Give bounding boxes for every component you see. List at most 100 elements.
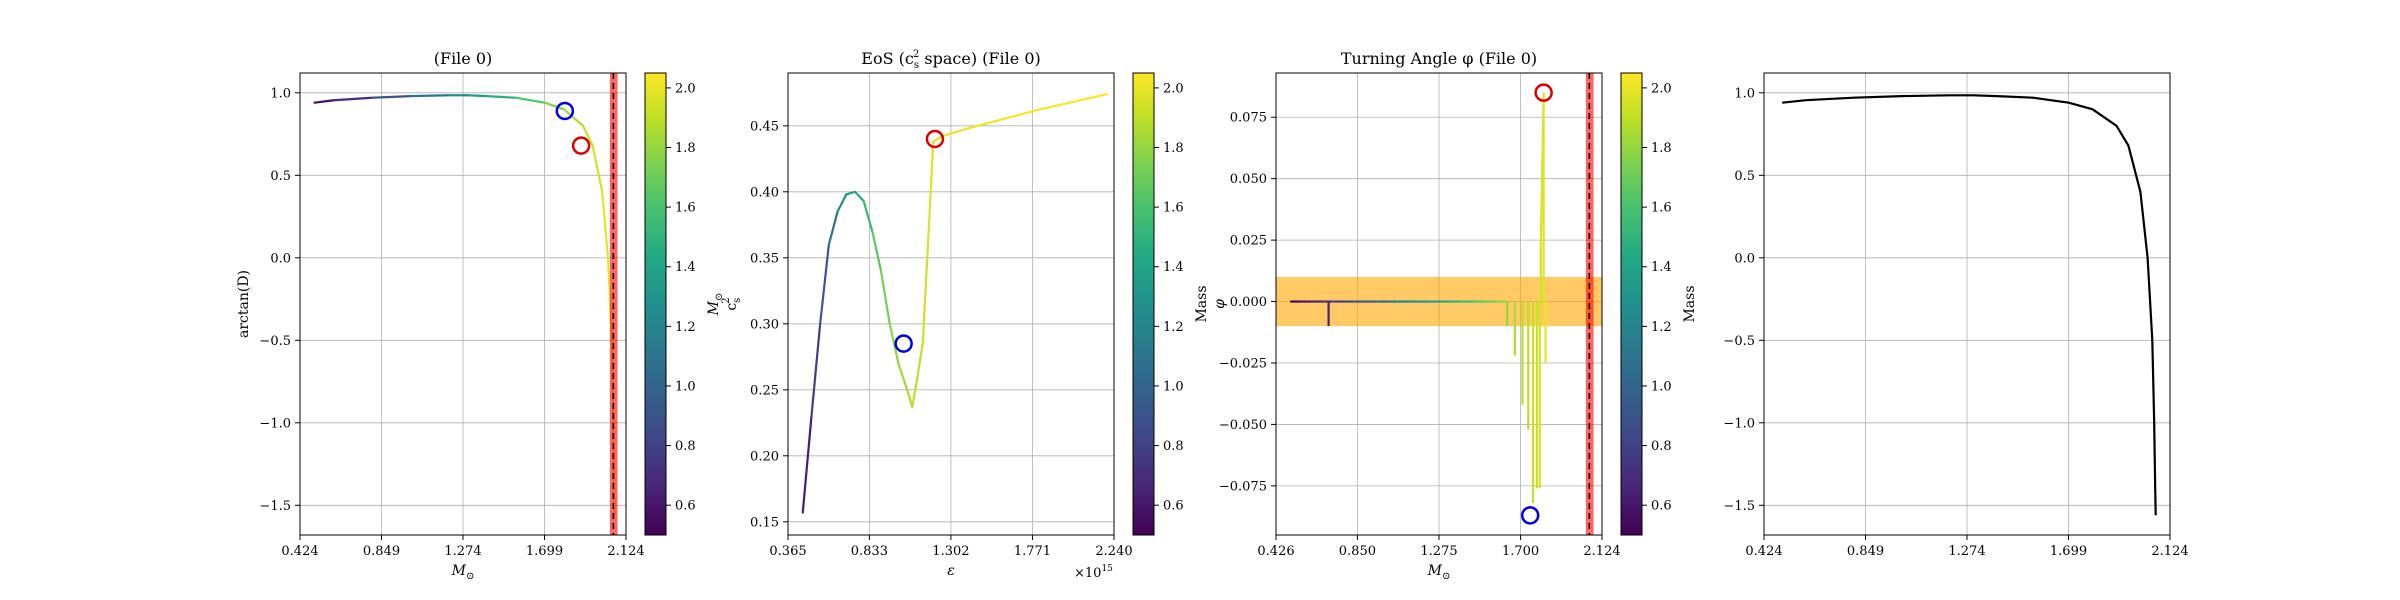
x-axis-label: M⊙ — [451, 563, 475, 582]
y-tick-label: 0.5 — [270, 169, 291, 184]
series-segment — [581, 124, 594, 147]
y-tick-label: −0.5 — [1723, 334, 1755, 349]
x-tick-label: 0.833 — [851, 544, 888, 559]
series-segment — [486, 94, 518, 99]
series-segment — [1001, 108, 1039, 121]
colorbar-tick-label: 1.6 — [1163, 201, 1184, 216]
colorbar-tick-label: 1.8 — [675, 141, 696, 156]
chart-title: (File 0) — [434, 49, 493, 68]
colorbar-tick-label: 1.2 — [675, 320, 696, 335]
colorbar-tick-label: 0.8 — [675, 439, 696, 454]
x-tick-label: 1.699 — [2050, 544, 2087, 559]
x-tick-label: 2.124 — [1583, 544, 1620, 559]
y-tick-label: 0.5 — [1734, 169, 1755, 184]
y-tick-label: −1.5 — [1723, 499, 1755, 514]
series-segment — [897, 362, 909, 391]
series-segment — [514, 96, 546, 104]
x-tick-label: 2.124 — [607, 544, 644, 559]
series-segment — [819, 243, 830, 325]
series-segment — [591, 144, 604, 193]
series-segment — [932, 135, 943, 143]
x-tick-label: 0.424 — [1745, 544, 1782, 559]
marker-circle — [1534, 83, 1553, 102]
colorbar-gradient — [1620, 72, 1643, 536]
x-tick-label: 1.699 — [526, 544, 563, 559]
colorbar-tick-label: 1.0 — [675, 379, 696, 394]
y-tick-label: −1.0 — [259, 416, 291, 431]
colorbar-gradient — [644, 72, 667, 536]
y-tick-label: −1.5 — [259, 499, 291, 514]
colorbar-tick-label: 1.0 — [1651, 379, 1672, 394]
x-tick-label: 2.240 — [1095, 544, 1132, 559]
y-axis-label-text: φ — [1212, 299, 1228, 309]
x-tick-label: 0.365 — [769, 544, 806, 559]
marker-circle — [555, 101, 575, 121]
series-line — [1782, 94, 2157, 516]
colorbar-tick-label: 1.4 — [1163, 260, 1184, 275]
series-segment — [879, 269, 891, 325]
y-axis-label-text: cs2 — [721, 297, 743, 310]
y-tick-label: 0.050 — [1230, 172, 1267, 187]
y-axis-label-text: arctan(D) — [236, 270, 252, 338]
colorbar-tick-label: 1.4 — [675, 260, 696, 275]
colorbar-tick-label: 1.0 — [1163, 379, 1184, 394]
x-tick-label: 2.124 — [2151, 544, 2188, 559]
y-tick-label: 0.0 — [270, 251, 291, 266]
x-tick-label: 1.275 — [1420, 544, 1457, 559]
x-axis-label: M⊙ — [1427, 563, 1451, 582]
y-tick-label: −0.050 — [1219, 418, 1267, 433]
x-tick-label: 1.771 — [1014, 544, 1051, 559]
series-segment — [905, 388, 914, 409]
colorbar-tick-label: 1.2 — [1651, 320, 1672, 335]
colorbar-label-text: Mass — [1194, 285, 1210, 322]
series-segment — [862, 199, 874, 233]
colorbar: 0.6 0.8 1.0 1.2 1.4 1.6 1.8 2.0 Mass — [1620, 72, 1698, 536]
marker-circle — [925, 129, 945, 149]
colorbar-tick-label: 0.6 — [675, 499, 696, 514]
chart-title: EoS (cs2 space) (File 0) — [861, 49, 1040, 71]
y-tick-label: 0.25 — [750, 383, 779, 398]
series-segment — [466, 94, 489, 98]
x-tick-label: 0.426 — [1257, 544, 1294, 559]
y-tick-label: 1.0 — [270, 86, 291, 101]
colorbar-tick-label: 0.6 — [1163, 499, 1184, 514]
series-segment — [921, 243, 930, 345]
series-segment — [853, 190, 865, 203]
x-tick-label: 0.849 — [1847, 544, 1884, 559]
colorbar-tick-label: 1.8 — [1163, 141, 1184, 156]
series-segment — [871, 230, 883, 273]
x-tick-label: 0.424 — [281, 544, 318, 559]
chart-3: 0.426 0.850 1.275 1.700 2.124 −0.075 −0.050 −0.… — [1212, 49, 1698, 582]
marker-circle — [1520, 506, 1540, 525]
series-segment — [911, 375, 919, 409]
colorbar-tick-label: 1.6 — [1651, 201, 1672, 216]
y-tick-label: 0.000 — [1230, 295, 1267, 310]
series-segment — [916, 342, 924, 378]
series-segment — [940, 127, 970, 138]
colorbar-label-text: Mass — [1682, 285, 1698, 322]
colorbar-tick-label: 2.0 — [1651, 81, 1672, 96]
series-segment — [543, 101, 565, 111]
colorbar-tick-label: 0.8 — [1163, 439, 1184, 454]
chart-title: Turning Angle φ (File 0) — [1341, 49, 1537, 68]
y-tick-label: 0.0 — [1734, 251, 1755, 266]
spike — [1539, 92, 1545, 248]
y-tick-label: 0.35 — [750, 251, 779, 266]
x-tick-label: 0.849 — [363, 544, 400, 559]
y-tick-label: 0.15 — [750, 515, 779, 530]
colorbar-tick-label: 0.6 — [1651, 499, 1672, 514]
x-tick-label: 1.274 — [444, 544, 481, 559]
y-axis-label: cs2 — [721, 297, 743, 310]
colorbar-label: M⊙ — [706, 293, 725, 317]
series-segment — [562, 108, 585, 127]
x-tick-label: 1.274 — [1948, 544, 1985, 559]
colorbar-label: Mass — [1194, 285, 1210, 322]
colorbar-tick-label: 2.0 — [675, 81, 696, 96]
y-tick-label: 0.45 — [750, 119, 779, 134]
y-tick-label: −0.075 — [1219, 479, 1267, 494]
x-tick-label: 1.700 — [1502, 544, 1539, 559]
colorbar-tick-label: 1.8 — [1651, 141, 1672, 156]
series-segment — [801, 415, 813, 514]
series-segment — [332, 96, 374, 102]
